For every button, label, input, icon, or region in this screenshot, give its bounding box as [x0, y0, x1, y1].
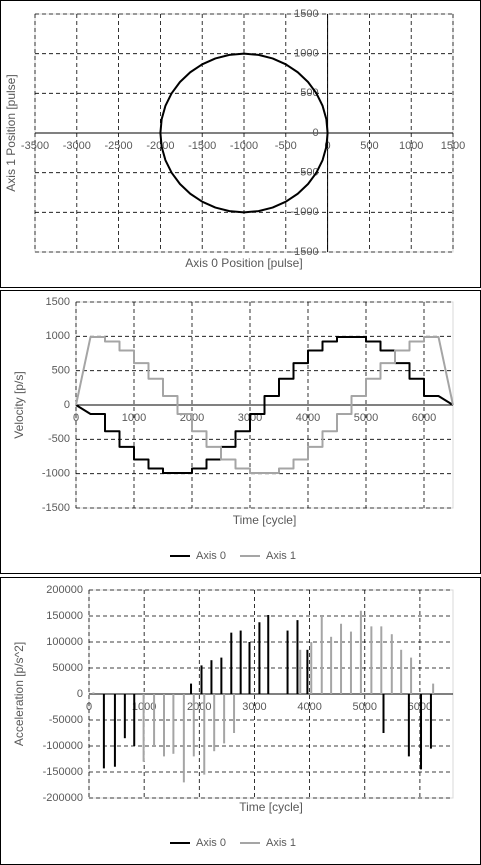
x-tick-label: 1000: [399, 140, 423, 152]
x-axis-title: Time [cycle]: [239, 800, 303, 814]
x-tick-label: -3500: [21, 140, 49, 152]
x-axis-title: Axis 0 Position [pulse]: [185, 256, 302, 270]
y-tick-label: 50000: [52, 662, 83, 674]
y-axis-title: Acceleration [p/s^2]: [12, 642, 26, 746]
y-tick-label: 100000: [46, 636, 83, 648]
y-tick-label: 0: [64, 399, 70, 411]
y-tick-label: -50000: [49, 714, 83, 726]
x-tick-label: 1000: [122, 412, 146, 424]
x-tick-label: 0: [86, 701, 92, 713]
x-tick-label: -1500: [188, 140, 216, 152]
y-tick-label: -100000: [43, 740, 83, 752]
y-tick-label: 1500: [46, 296, 70, 308]
x-tick-label: -500: [275, 140, 297, 152]
x-tick-label: 500: [360, 140, 378, 152]
x-tick-label: 3000: [242, 701, 266, 713]
y-tick-label: -150000: [43, 766, 83, 778]
series-line: [75, 335, 454, 475]
y-tick-label: 1000: [46, 330, 70, 342]
y-tick-label: 150000: [46, 610, 83, 622]
x-tick-label: 1500: [441, 140, 465, 152]
y-tick-label: 200000: [46, 584, 83, 596]
x-tick-label: -1000: [230, 140, 258, 152]
series-line: [75, 335, 454, 475]
legend-label: Axis 0: [196, 837, 226, 849]
x-axis-title: Time [cycle]: [233, 513, 297, 527]
y-tick-label: 1500: [294, 8, 318, 20]
y-tick-label: 1000: [294, 48, 318, 60]
y-axis-title: Axis 1 Position [pulse]: [4, 74, 18, 191]
y-axis-title: Velocity [p/s]: [12, 371, 26, 438]
x-tick-label: 2000: [187, 701, 211, 713]
legend-label: Axis 0: [196, 550, 226, 562]
legend-label: Axis 1: [266, 550, 296, 562]
x-tick-label: 6000: [412, 412, 436, 424]
x-tick-label: -2500: [105, 140, 133, 152]
x-tick-label: 5000: [354, 412, 378, 424]
y-tick-label: 500: [52, 365, 70, 377]
y-tick-label: -1000: [42, 468, 70, 480]
series-line: [159, 52, 329, 214]
y-tick-label: -1000: [290, 206, 318, 218]
x-tick-label: 0: [73, 412, 79, 424]
y-tick-label: 0: [312, 127, 318, 139]
x-tick-label: 6000: [408, 701, 432, 713]
y-tick-label: -500: [48, 433, 70, 445]
x-tick-label: 4000: [296, 412, 320, 424]
legend-label: Axis 1: [266, 837, 296, 849]
y-tick-label: -1500: [290, 246, 318, 258]
x-tick-label: -2000: [146, 140, 174, 152]
x-tick-label: 0: [325, 140, 331, 152]
y-tick-label: 0: [77, 688, 83, 700]
y-tick-label: -1500: [42, 502, 70, 514]
x-tick-label: 4000: [297, 701, 321, 713]
x-tick-label: 5000: [353, 701, 377, 713]
x-tick-label: -3000: [63, 140, 91, 152]
y-tick-label: -200000: [43, 792, 83, 804]
